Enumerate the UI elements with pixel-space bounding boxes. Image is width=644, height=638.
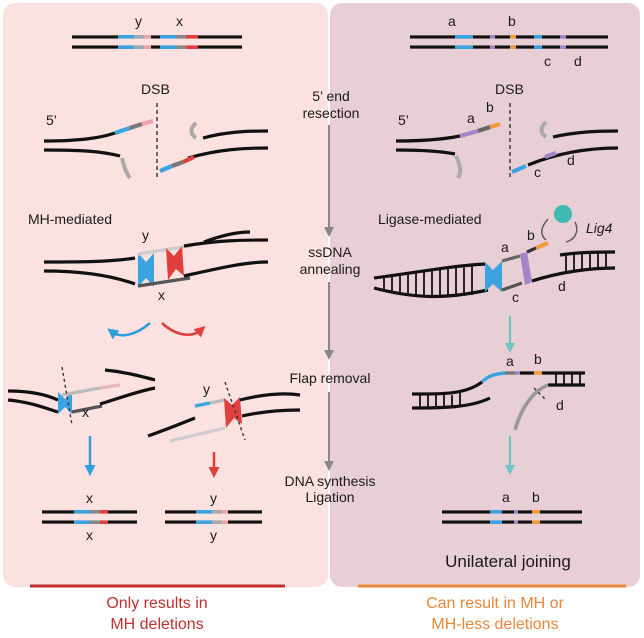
result-b-bottom: y bbox=[210, 527, 217, 543]
left-flap-a bbox=[7, 366, 156, 426]
unilateral-joining-label: Unilateral joining bbox=[445, 552, 571, 571]
step1-line2: resection bbox=[303, 105, 360, 121]
lig4-arrow-left bbox=[541, 218, 549, 241]
right-flap-intermediate bbox=[411, 371, 585, 431]
flap-a-x: x bbox=[82, 404, 89, 420]
left-annealed-intermediate bbox=[43, 230, 269, 288]
lig-b: b bbox=[527, 227, 535, 243]
right-ligase-intermediate bbox=[373, 241, 616, 299]
lig-d: d bbox=[558, 278, 566, 294]
result-a-bottom: x bbox=[86, 527, 93, 543]
anneal-y: y bbox=[142, 227, 149, 243]
right-resected-ends bbox=[395, 120, 619, 180]
footer-left-line1: Only results in bbox=[106, 595, 207, 612]
lig-a: a bbox=[501, 239, 509, 255]
flap-a: a bbox=[506, 353, 514, 369]
left-result-b bbox=[165, 510, 262, 524]
result-b-top: y bbox=[210, 490, 217, 506]
step4-line1: DNA synthesis bbox=[284, 473, 375, 489]
right-top-duplex bbox=[410, 35, 608, 49]
flap-b: b bbox=[534, 351, 542, 367]
ligase-mediated-label: Ligase-mediated bbox=[378, 211, 482, 227]
lig4-label: Lig4 bbox=[586, 220, 613, 236]
res-d: d bbox=[567, 152, 575, 168]
blue-branch-arrow bbox=[107, 322, 151, 340]
lig4-protein bbox=[554, 205, 572, 223]
right-top-d: d bbox=[574, 53, 582, 69]
step2-line2: annealing bbox=[300, 261, 361, 277]
mh-mediated-label: MH-mediated bbox=[28, 211, 112, 227]
footer-left-line2: MH deletions bbox=[110, 616, 203, 633]
result-a-top: x bbox=[86, 490, 93, 506]
left-resected-ends bbox=[43, 118, 269, 180]
right-five-prime: 5’ bbox=[398, 112, 409, 128]
step4-line2: Ligation bbox=[305, 489, 354, 505]
right-panel bbox=[330, 3, 640, 587]
flap-b-y: y bbox=[203, 381, 210, 397]
right-result bbox=[442, 510, 582, 524]
anneal-x: x bbox=[158, 287, 165, 303]
left-five-prime: 5’ bbox=[46, 112, 57, 128]
res-a: a bbox=[467, 110, 475, 126]
left-top-y: y bbox=[135, 13, 142, 29]
left-flap-b bbox=[147, 381, 301, 443]
step2-line1: ssDNA bbox=[308, 244, 352, 260]
result-a: a bbox=[502, 489, 510, 505]
footer-right-line2: MH-less deletions bbox=[431, 616, 558, 633]
left-result-a bbox=[42, 510, 137, 524]
res-b: b bbox=[486, 99, 494, 115]
left-top-duplex bbox=[72, 35, 242, 49]
right-top-a: a bbox=[448, 13, 456, 29]
left-top-x: x bbox=[176, 13, 183, 29]
step3-label: Flap removal bbox=[290, 370, 371, 386]
step1-line1: 5’ end bbox=[312, 88, 350, 104]
right-dsb-label: DSB bbox=[495, 81, 524, 97]
flap-d: d bbox=[556, 397, 564, 413]
right-top-b: b bbox=[508, 13, 516, 29]
lig-c: c bbox=[512, 289, 519, 305]
footer-right-line1: Can result in MH or bbox=[426, 595, 564, 612]
result-b: b bbox=[532, 489, 540, 505]
left-dsb-label: DSB bbox=[141, 81, 170, 97]
res-c: c bbox=[534, 164, 541, 180]
right-top-c: c bbox=[544, 53, 551, 69]
red-branch-arrow bbox=[161, 322, 206, 338]
lig4-arrow-right bbox=[565, 221, 578, 243]
